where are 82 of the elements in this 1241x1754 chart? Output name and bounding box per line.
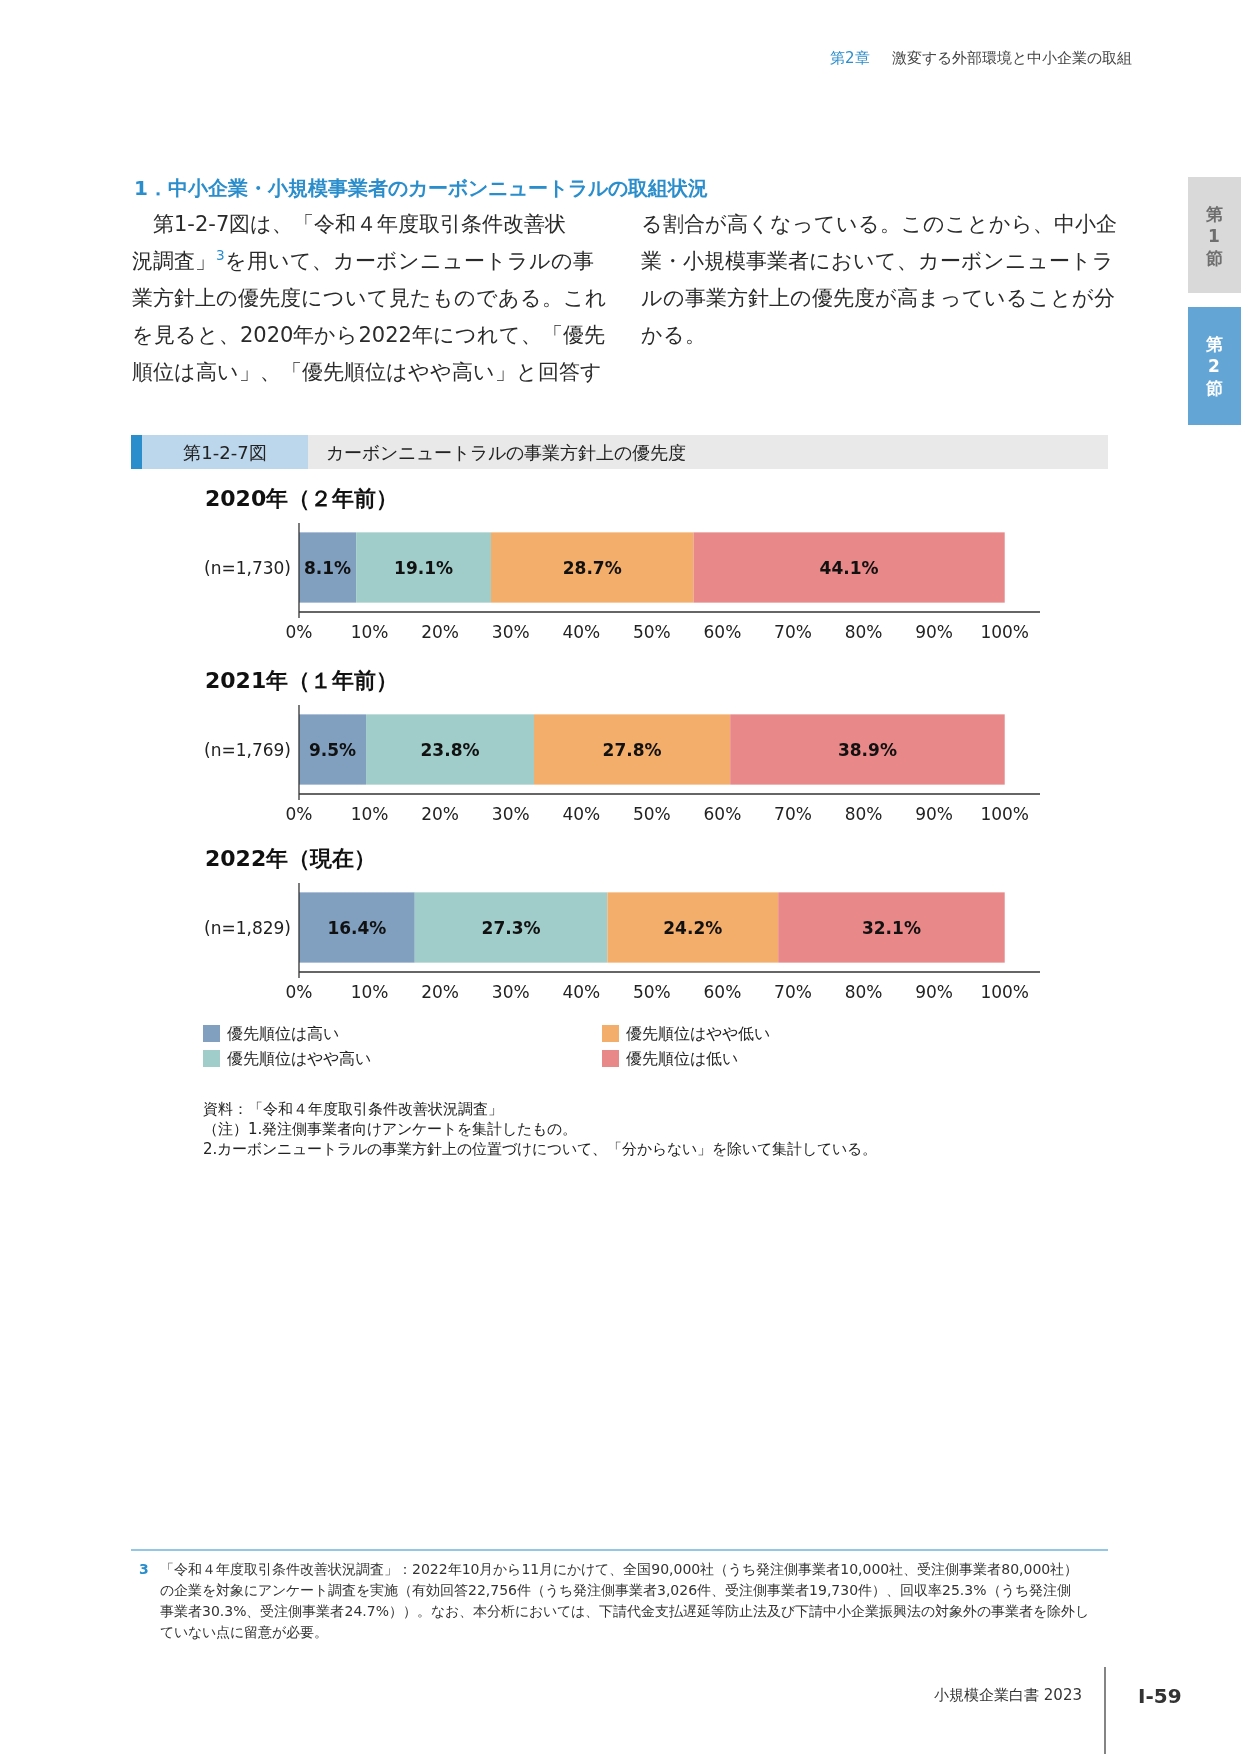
x-tick-label: 80%: [844, 982, 883, 1002]
text: （注）1.発注側事業者向けアンケートを集計したもの。: [203, 1120, 578, 1138]
bar: [778, 892, 1005, 963]
x-tick-label: 90%: [915, 982, 954, 1002]
data-label: 24.2%: [663, 917, 723, 938]
text: Ⅰ-59: [1138, 1684, 1182, 1708]
x-tick-label: 20%: [421, 982, 460, 1002]
bar: [693, 532, 1005, 603]
x-tick-label: 30%: [491, 982, 530, 1002]
x-tick-label: 10%: [350, 622, 389, 642]
x-tick-label: 40%: [562, 804, 601, 824]
chart-title: 2020年（２年前）: [205, 486, 399, 511]
x-tick-label: 50%: [632, 804, 671, 824]
chart-title: 2022年（現在）: [205, 846, 377, 871]
legend-label: 優先順位はやや低い: [626, 1023, 770, 1043]
bar: [490, 532, 694, 603]
x-tick-label: 40%: [562, 622, 601, 642]
bar: [730, 714, 1005, 785]
x-tick-label: 20%: [421, 804, 460, 824]
x-tick-label: 90%: [915, 622, 954, 642]
text: 第1-2-7図は、「令和４年度取引条件改善状況調査」$^{3}$を用いて、カーボンニュートラルの事業方針上の優先度について見たものである。これを見ると、2020年から2022年につれて、「優先順位は高い」、「優先順位はやや高い」と回答する割合が高くなっている。このことから、中小企業・小規模事業者において、カーボンニュートラルの事業方針上の優先度が高まっていることが分かる。: [132, 212, 1117, 384]
x-tick-label: 80%: [844, 804, 883, 824]
text: 2.カーボンニュートラルの事業方針上の位置づけについて、「分からない」を除いて集計している。: [203, 1140, 878, 1158]
y-tick-label: (n=1,730): [204, 557, 291, 578]
data-label: 23.8%: [420, 739, 480, 760]
x-tick-label: 70%: [774, 804, 812, 824]
x-tick-label: 0%: [285, 982, 313, 1002]
text: 第2章: [830, 49, 870, 67]
x-tick-label: 100%: [980, 622, 1030, 642]
legend-label: 優先順位は高い: [227, 1023, 339, 1043]
x-tick-label: 100%: [980, 982, 1030, 1002]
y-tick-label: (n=1,829): [204, 917, 291, 938]
x-tick-label: 20%: [421, 622, 460, 642]
text: 第1節: [1204, 204, 1223, 268]
x-tick-label: 70%: [774, 982, 812, 1002]
text: 資料：「令和４年度取引条件改善状況調査」: [203, 1100, 503, 1118]
x-tick-label: 50%: [632, 982, 671, 1002]
legend-label: 優先順位は低い: [626, 1048, 738, 1068]
text: 1．中小企業・小規模事業者のカーボンニュートラルの取組状況: [134, 176, 708, 200]
x-tick-label: 50%: [632, 622, 671, 642]
legend-label: 優先順位はやや高い: [227, 1048, 371, 1068]
bar: [356, 532, 491, 603]
data-label: 9.5%: [308, 739, 357, 760]
data-label: 16.4%: [327, 917, 387, 938]
y-tick-label: (n=1,769): [204, 739, 291, 760]
text: 第2節: [1204, 334, 1223, 398]
x-tick-label: 80%: [844, 622, 883, 642]
x-tick-label: 100%: [980, 804, 1030, 824]
x-tick-label: 60%: [703, 982, 742, 1002]
x-tick-label: 60%: [703, 622, 742, 642]
text: 小規模企業白書 2023: [934, 1686, 1082, 1704]
chart-title: 2021年（１年前）: [205, 668, 399, 693]
text: 第1-2-7図: [183, 442, 267, 463]
text: 「令和４年度取引条件改善状況調査」：2022年10月から11月にかけて、全国90,000社（うち発注側事業者10,000社、受注側事業者80,000社）の企業を対象にアンケート調査を実施（有効回答22,756件（うち発注側事業者3,026件、受注側事業者19,730件）、回収率25.3%（うち発注側事業者30.3%、受注側事業者24.7%））。なお、本分析においては、下請代金支払遅延等防止法及び下請中小企業振興法の対象外の事業者を除外していない点に留意が必要。: [160, 1561, 1089, 1640]
bar: [366, 714, 534, 785]
x-tick-label: 30%: [491, 804, 530, 824]
data-label: 27.8%: [602, 739, 662, 760]
bar: [607, 892, 779, 963]
x-tick-label: 70%: [774, 622, 812, 642]
data-label: 8.1%: [304, 557, 352, 578]
data-label: 27.3%: [481, 917, 541, 938]
data-label: 28.7%: [562, 557, 622, 578]
data-label: 38.9%: [837, 739, 897, 760]
x-tick-label: 60%: [703, 804, 742, 824]
bar: [414, 892, 608, 963]
bar: [299, 714, 367, 785]
x-tick-label: 10%: [350, 804, 389, 824]
text: カーボンニュートラルの事業方針上の優先度: [326, 442, 686, 463]
bar: [299, 532, 357, 603]
x-tick-label: 10%: [350, 982, 389, 1002]
data-label: 19.1%: [394, 557, 454, 578]
x-tick-label: 0%: [285, 804, 313, 824]
data-label: 32.1%: [861, 917, 921, 938]
bar: [299, 892, 415, 963]
text: 激変する外部環境と中小企業の取組: [892, 49, 1132, 67]
data-label: 44.1%: [819, 557, 879, 578]
text: 3: [139, 1561, 149, 1577]
x-tick-label: 40%: [562, 982, 601, 1002]
x-tick-label: 90%: [915, 804, 954, 824]
x-tick-label: 0%: [285, 622, 313, 642]
bar: [534, 714, 731, 785]
x-tick-label: 30%: [491, 622, 530, 642]
